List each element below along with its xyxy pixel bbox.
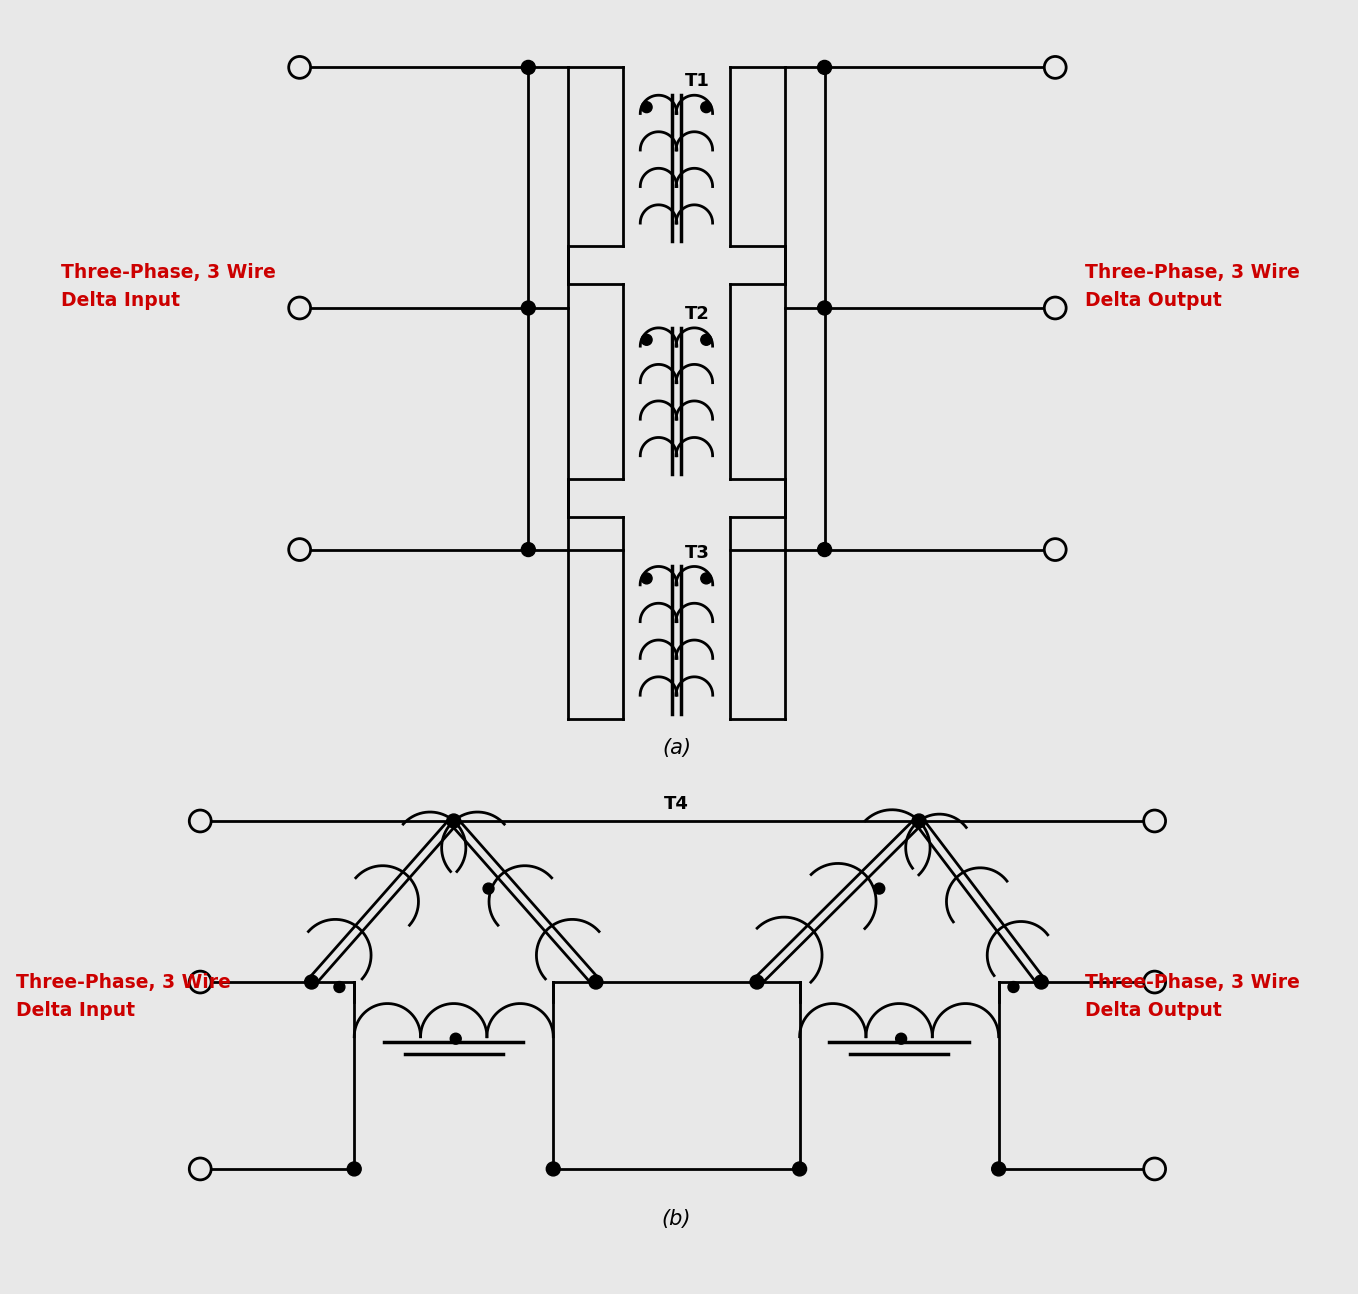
Circle shape (818, 302, 831, 314)
Text: T2: T2 (684, 305, 709, 324)
Circle shape (348, 1162, 361, 1176)
Circle shape (818, 542, 831, 556)
Text: Three-Phase, 3 Wire
Delta Output: Three-Phase, 3 Wire Delta Output (1085, 263, 1300, 309)
Circle shape (189, 810, 210, 832)
Circle shape (451, 1033, 462, 1044)
Text: (b): (b) (661, 1209, 691, 1229)
Circle shape (641, 334, 652, 345)
Circle shape (334, 982, 345, 992)
Circle shape (521, 302, 535, 314)
Circle shape (483, 883, 494, 894)
Circle shape (546, 1162, 561, 1176)
Circle shape (289, 538, 311, 560)
Circle shape (701, 573, 712, 584)
Circle shape (521, 542, 535, 556)
Circle shape (1044, 57, 1066, 79)
Text: Three-Phase, 3 Wire
Delta Input: Three-Phase, 3 Wire Delta Input (61, 263, 276, 309)
Circle shape (189, 970, 210, 992)
Circle shape (1143, 970, 1165, 992)
Circle shape (521, 61, 535, 74)
Circle shape (991, 1162, 1006, 1176)
Text: Three-Phase, 3 Wire
Delta Output: Three-Phase, 3 Wire Delta Output (1085, 973, 1300, 1021)
Text: Three-Phase, 3 Wire
Delta Input: Three-Phase, 3 Wire Delta Input (16, 973, 231, 1021)
Circle shape (304, 976, 319, 989)
Circle shape (641, 102, 652, 113)
Text: (a): (a) (661, 739, 691, 758)
Circle shape (1143, 810, 1165, 832)
Text: T3: T3 (684, 543, 709, 562)
Circle shape (289, 298, 311, 318)
Circle shape (1044, 298, 1066, 318)
Circle shape (589, 976, 603, 989)
Text: T1: T1 (684, 72, 709, 91)
Circle shape (750, 976, 765, 989)
Circle shape (289, 57, 311, 79)
Circle shape (189, 1158, 210, 1180)
Circle shape (896, 1033, 907, 1044)
Circle shape (1008, 982, 1018, 992)
Circle shape (913, 814, 926, 828)
Circle shape (1044, 538, 1066, 560)
Text: T4: T4 (664, 795, 689, 813)
Circle shape (793, 1162, 807, 1176)
Circle shape (701, 334, 712, 345)
Circle shape (641, 573, 652, 584)
Circle shape (1035, 976, 1048, 989)
Circle shape (873, 883, 884, 894)
Circle shape (701, 102, 712, 113)
Circle shape (818, 61, 831, 74)
Circle shape (447, 814, 460, 828)
Circle shape (1143, 1158, 1165, 1180)
